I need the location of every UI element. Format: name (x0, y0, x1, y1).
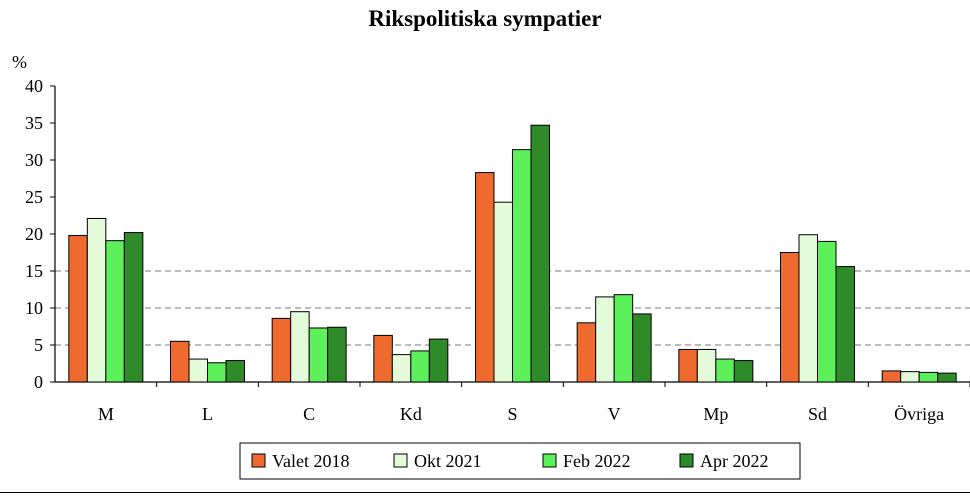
bar (900, 371, 920, 383)
legend-label: Feb 2022 (563, 451, 631, 471)
y-axis-unit-label: % (12, 52, 27, 72)
legend-label: Valet 2018 (272, 451, 349, 471)
y-tick-label: 15 (25, 261, 43, 281)
bar (188, 358, 208, 383)
bar (86, 217, 107, 383)
y-tick-label: 5 (34, 335, 43, 355)
legend-swatch (393, 453, 408, 468)
bar (428, 338, 449, 383)
x-tick-label: L (202, 404, 213, 424)
bar (308, 327, 329, 383)
bar (632, 313, 652, 383)
x-tick-label: C (303, 404, 315, 424)
bar (817, 240, 837, 383)
bar (225, 360, 245, 383)
bar (733, 360, 754, 383)
bar (696, 348, 717, 383)
y-tick-label: 25 (25, 187, 43, 207)
legend-swatch (542, 453, 557, 468)
bar (123, 232, 144, 383)
bar (373, 334, 393, 383)
bar (576, 322, 597, 383)
legend-box (239, 442, 801, 480)
bar (68, 234, 88, 383)
bar (798, 234, 818, 383)
bar (290, 311, 310, 383)
bar (207, 362, 227, 383)
x-tick-label: Sd (808, 404, 827, 424)
bar (391, 354, 412, 383)
chart-title: Rikspolitiska sympatier (368, 6, 602, 31)
y-tick-label: 0 (34, 372, 43, 392)
y-tick-label: 35 (25, 113, 43, 133)
y-tick-label: 30 (25, 150, 43, 170)
bar (327, 326, 347, 383)
bar (410, 350, 430, 383)
bar (475, 172, 495, 383)
bottom-divider (0, 492, 970, 493)
x-tick-label: M (98, 404, 114, 424)
bar (780, 252, 800, 383)
x-tick-label: Kd (400, 404, 422, 424)
y-tick-label: 40 (25, 76, 43, 96)
legend-swatch (251, 453, 266, 468)
bar (271, 317, 292, 383)
bar (835, 266, 855, 383)
bar (937, 372, 957, 383)
bar (530, 124, 550, 383)
y-tick-label: 10 (25, 298, 43, 318)
bar (170, 340, 190, 383)
bar (512, 149, 532, 383)
y-tick-label: 20 (25, 224, 43, 244)
bar (105, 240, 125, 383)
x-tick-label: Övriga (894, 404, 944, 424)
x-tick-label: S (507, 404, 517, 424)
legend-swatch (679, 453, 694, 468)
bar (493, 201, 513, 383)
bar (715, 358, 735, 383)
bar (595, 296, 615, 383)
bar (918, 371, 939, 383)
bar (613, 294, 634, 383)
x-tick-label: Mp (703, 404, 728, 424)
bar (881, 370, 902, 383)
legend-label: Apr 2022 (700, 451, 769, 471)
legend-label: Okt 2021 (414, 451, 482, 471)
x-tick-label: V (608, 404, 621, 424)
bar (678, 348, 698, 383)
